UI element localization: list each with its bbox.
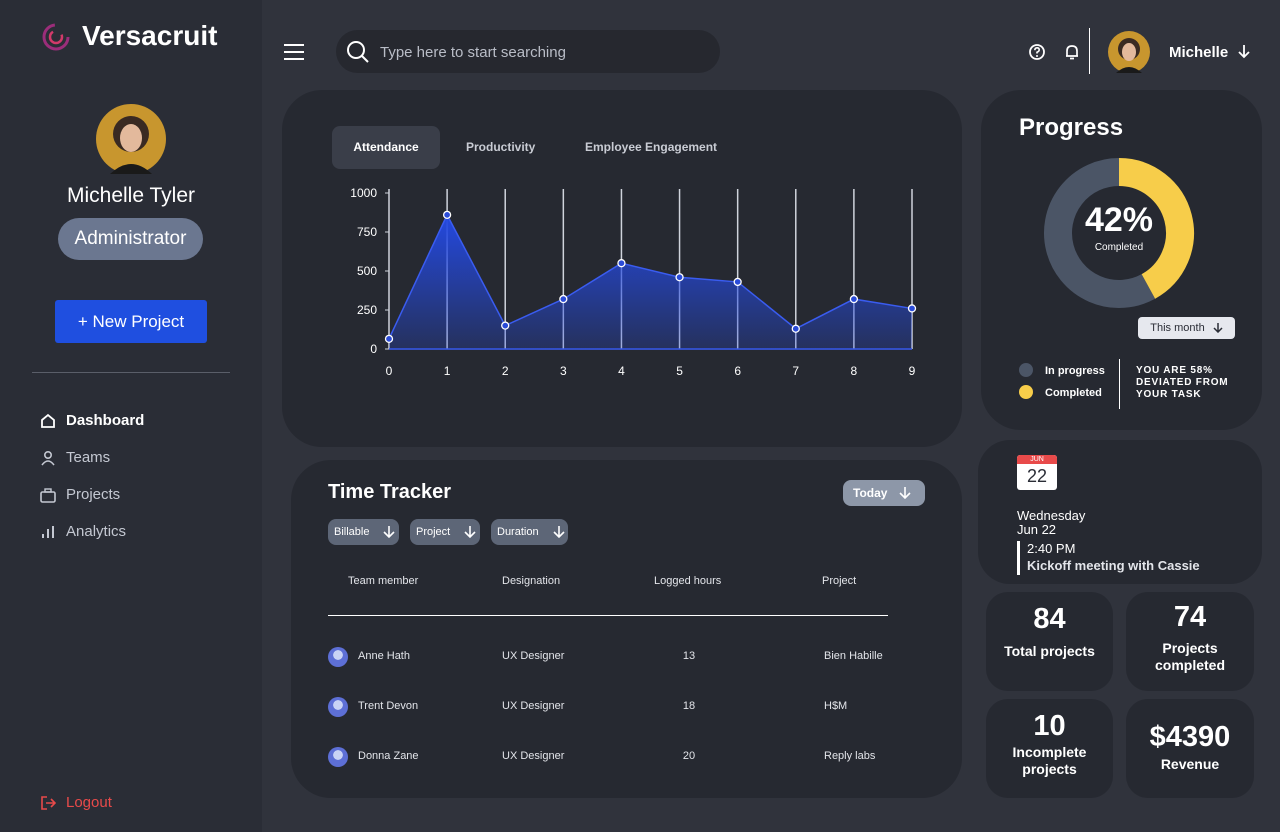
notification-button[interactable] xyxy=(1063,43,1081,61)
member-name: Trent Devon xyxy=(358,700,419,712)
table-rule xyxy=(328,615,888,616)
help-button[interactable] xyxy=(1028,43,1046,61)
column-header: Logged hours xyxy=(654,575,722,587)
filter[interactable]: Billable xyxy=(328,519,399,545)
stat-card: 10 Incomplete projects xyxy=(986,699,1113,798)
filter-label: Duration xyxy=(497,526,539,538)
divider xyxy=(1119,359,1120,409)
event-bar xyxy=(1017,541,1020,575)
nav-item[interactable]: Projects xyxy=(40,486,120,503)
stat-card: 74 Projects completed xyxy=(1126,592,1254,691)
designation: UX Designer xyxy=(502,650,565,662)
calendar-month: JUN xyxy=(1017,455,1057,464)
search-placeholder: Type here to start searching xyxy=(380,44,566,61)
stat-value: 10 xyxy=(1033,710,1066,742)
stat-label: Incomplete projects xyxy=(1012,744,1087,777)
tab[interactable]: Employee Engagement xyxy=(585,140,718,154)
filter-label: Project xyxy=(416,526,451,538)
stat-value: 74 xyxy=(1173,601,1207,633)
logged-hours: 18 xyxy=(682,700,696,712)
user-avatar[interactable] xyxy=(1108,31,1150,73)
period-label: This month xyxy=(1150,322,1205,334)
column-header: Team member xyxy=(348,575,419,587)
member-avatar xyxy=(328,747,348,767)
icon xyxy=(464,526,476,538)
period-select[interactable]: Today xyxy=(843,480,925,506)
search-icon xyxy=(347,41,369,63)
search-box[interactable] xyxy=(336,30,720,73)
column-header: Designation xyxy=(502,575,561,587)
icon xyxy=(42,525,54,538)
event-time: 2:40 PM xyxy=(1027,541,1076,556)
progress-title: Progress xyxy=(1019,114,1124,141)
calendar-day: 22 xyxy=(1026,466,1048,486)
icon xyxy=(40,487,56,503)
project: H$M xyxy=(824,700,848,712)
nav-item[interactable]: Teams xyxy=(40,449,110,466)
nav-label: Projects xyxy=(66,486,121,503)
icon xyxy=(553,526,565,538)
member-avatar xyxy=(328,647,348,667)
nav-item[interactable]: Dashboard xyxy=(40,412,144,429)
tab[interactable]: Productivity xyxy=(466,140,536,154)
divider xyxy=(1089,28,1090,74)
designation: UX Designer xyxy=(502,750,565,762)
member-name: Donna Zane xyxy=(358,750,419,762)
stat-card: $4390 Revenue xyxy=(1126,699,1254,798)
stat-label: Total projects xyxy=(1004,643,1095,659)
nav-label: Teams xyxy=(66,449,111,466)
stat-label: Projects completed xyxy=(1154,640,1225,673)
stat-value: $4390 xyxy=(1149,721,1231,753)
icon xyxy=(1213,323,1223,333)
project: Bien Habille xyxy=(824,650,883,662)
nav-item[interactable]: Analytics xyxy=(40,523,126,540)
period-label: Today xyxy=(853,486,888,500)
user-name[interactable]: Michelle xyxy=(1169,44,1229,61)
icon xyxy=(41,450,55,466)
filter-label: Billable xyxy=(334,526,370,538)
profile-name: Michelle Tyler xyxy=(67,184,195,207)
event-title: Kickoff meeting with Cassie xyxy=(1027,558,1200,573)
logout[interactable]: Logout xyxy=(40,794,112,811)
tab-active[interactable]: Attendance xyxy=(332,126,440,169)
menu-button[interactable] xyxy=(284,43,304,61)
icon xyxy=(899,487,912,499)
project: Reply labs xyxy=(824,750,876,762)
profile-avatar xyxy=(96,104,166,174)
logo-icon xyxy=(42,23,70,51)
column-header: Project xyxy=(822,575,857,587)
date: Jun 22 xyxy=(1017,522,1057,537)
stat-value: 84 xyxy=(1033,603,1066,635)
new-project-button[interactable]: + New Project xyxy=(55,300,207,343)
time-tracker-title: Time Tracker xyxy=(328,481,452,503)
brand: Versacruit xyxy=(82,20,218,51)
logout-label: Logout xyxy=(66,794,112,811)
stat-label: Revenue xyxy=(1160,756,1220,772)
weekday: Wednesday xyxy=(1017,508,1086,523)
icon xyxy=(41,795,56,810)
time-tracker-card xyxy=(291,460,962,798)
deviation-note: YOU ARE 58% DEVIATED FROM YOUR TASK xyxy=(1136,365,1229,400)
designation: UX Designer xyxy=(502,700,565,712)
filter[interactable]: Project xyxy=(410,519,480,545)
role-badge: Administrator xyxy=(58,218,203,260)
nav-label: Dashboard xyxy=(66,412,145,429)
logged-hours: 13 xyxy=(682,650,696,662)
member-avatar xyxy=(328,697,348,717)
user-menu-arrow[interactable] xyxy=(1237,44,1251,59)
stat-card: 84 Total projects xyxy=(986,592,1113,691)
filter[interactable]: Duration xyxy=(491,519,568,545)
nav-label: Analytics xyxy=(66,523,127,540)
period-select[interactable]: This month xyxy=(1138,317,1235,339)
logged-hours: 20 xyxy=(682,750,696,762)
divider xyxy=(32,372,230,373)
icon xyxy=(41,413,55,428)
calendar-icon: JUN 22 xyxy=(1017,455,1057,490)
member-name: Anne Hath xyxy=(358,650,410,662)
icon xyxy=(383,526,396,538)
